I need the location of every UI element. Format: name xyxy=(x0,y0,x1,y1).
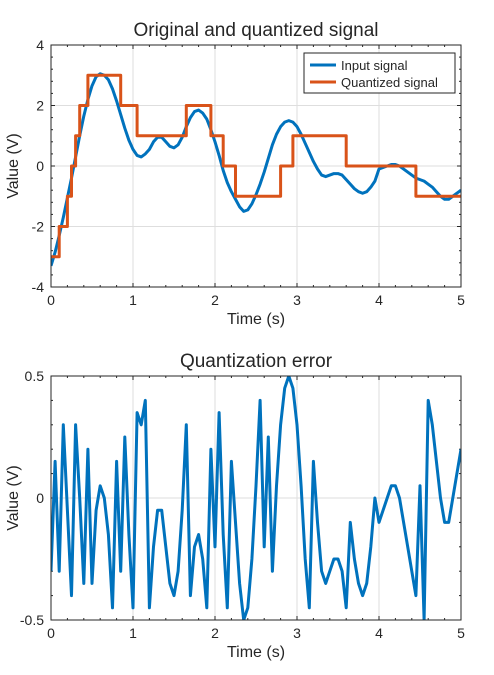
y-tick-label: 2 xyxy=(36,98,44,114)
x-tick-label: 3 xyxy=(293,625,301,641)
y-tick-label: -0.5 xyxy=(20,612,44,628)
y-tick-label: -2 xyxy=(32,219,45,235)
y-tick-label: 0 xyxy=(36,158,44,174)
x-tick-label: 2 xyxy=(211,292,219,308)
y-tick-label: -4 xyxy=(32,279,45,295)
chart-title: Quantization error xyxy=(180,351,333,372)
legend: Input signal Quantized signal xyxy=(303,52,456,94)
legend-entry: Quantized signal xyxy=(341,75,438,90)
x-tick-label: 2 xyxy=(211,625,219,641)
x-tick-label: 4 xyxy=(375,625,383,641)
x-tick-label: 4 xyxy=(375,292,383,308)
chart-original-and-quantized: 0 1 2 3 4 5 -4 -2 0 2 4 Original and quantized sign… xyxy=(5,20,465,328)
y-axis-label: Value (V) xyxy=(5,465,22,531)
legend-box xyxy=(303,52,456,94)
x-tick-label: 3 xyxy=(293,292,301,308)
y-axis-label: Value (V) xyxy=(5,133,22,199)
y-tick-label: 0 xyxy=(36,490,44,506)
x-axis-label: Time (s) xyxy=(227,644,285,661)
x-axis-label: Time (s) xyxy=(227,311,285,328)
axes-frame xyxy=(50,375,462,621)
y-tick-label: 0.5 xyxy=(25,368,45,384)
series-line-0 xyxy=(51,72,461,267)
x-tick-label: 0 xyxy=(47,292,55,308)
series-line-1 xyxy=(51,73,461,259)
x-tick-label: 5 xyxy=(457,292,465,308)
x-tick-label: 0 xyxy=(47,625,55,641)
axes-frame xyxy=(50,44,462,288)
chart-title: Original and quantized signal xyxy=(133,20,378,41)
legend-entry: Input signal xyxy=(341,58,408,73)
x-tick-label: 1 xyxy=(129,625,137,641)
series-line-0 xyxy=(51,376,461,620)
y-tick-label: 4 xyxy=(36,37,44,53)
x-tick-label: 5 xyxy=(457,625,465,641)
x-tick-label: 1 xyxy=(129,292,137,308)
